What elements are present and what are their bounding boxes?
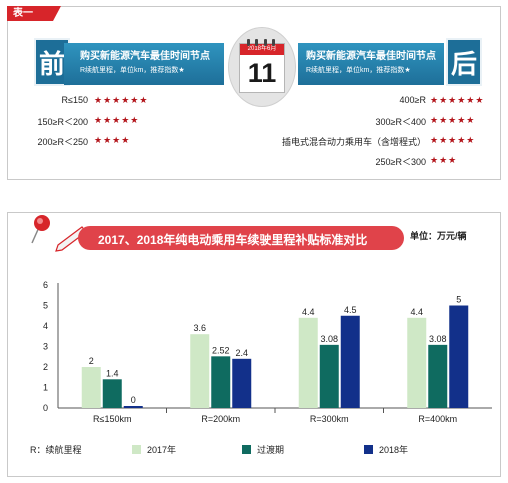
bar (407, 317, 427, 408)
left-row: 150≥R＜200 ★★★★★ (8, 115, 139, 128)
data-label: 5 (456, 295, 461, 305)
left-ribbon-subtitle: R续航里程，单位km，推荐指数★ (80, 67, 185, 74)
bar (102, 379, 122, 408)
right-row-label: 300≥R＜400 (375, 117, 426, 127)
star-rating: ★★★★★★ (430, 95, 485, 105)
left-row: R≤150 ★★★★★★ (8, 95, 148, 105)
x-tick-label: R=400km (418, 414, 457, 424)
bar (81, 367, 101, 408)
legend-swatch (364, 445, 373, 454)
legend-prefix: R：续航里程 (30, 445, 82, 455)
left-row-label: R≤150 (61, 95, 88, 105)
y-tick-label: 6 (43, 280, 48, 290)
chart-title: 2017、2018年纯电动乘用车续驶里程补贴标准对比 (98, 233, 368, 247)
left-ribbon: 购买新能源汽车最佳时间节点 R续航里程，单位km，推荐指数★ (64, 43, 224, 85)
data-label: 2 (89, 356, 94, 366)
data-label: 3.08 (429, 334, 447, 344)
left-row-label: 200≥R＜250 (37, 137, 88, 147)
bar (211, 356, 231, 408)
calendar-day: 11 (247, 58, 277, 88)
bar (449, 305, 469, 408)
data-label: 4.4 (302, 307, 315, 317)
legend-item: 2017年 (132, 443, 176, 456)
right-row: 插电式混合动力乘用车（含增程式） ★★★★★ (68, 135, 494, 147)
y-tick-label: 3 (43, 342, 48, 352)
calendar-month: 2018年6月 (240, 44, 284, 55)
range-timing-table: 表一 前 购买新能源汽车最佳时间节点 R续航里程，单位km，推荐指数★ 2018… (7, 6, 501, 180)
bar-chart: 0 1 2 3 4 5 6 R≤150km 2 1.4 0 R=200km 3.6 2.52 2.4 R=30… (43, 280, 492, 424)
bar (298, 317, 318, 408)
star-rating: ★★★★★ (430, 115, 476, 125)
data-label: 3.08 (320, 334, 338, 344)
legend-item: 2018年 (364, 443, 408, 456)
star-rating: ★★★★★★ (94, 95, 149, 105)
left-row-label: 150≥R＜200 (37, 117, 88, 127)
calendar-icon: 2018年6月 11 (228, 27, 296, 107)
data-label: 4.5 (344, 305, 357, 315)
left-ribbon-title: 购买新能源汽车最佳时间节点 (80, 51, 210, 62)
right-ribbon-title: 购买新能源汽车最佳时间节点 (306, 51, 436, 62)
data-label: 2.52 (212, 345, 230, 355)
legend-item: 过渡期 (242, 443, 284, 456)
right-row-label: 插电式混合动力乘用车（含增程式） (281, 137, 426, 147)
right-ribbon: 购买新能源汽车最佳时间节点 R续航里程，单位km，推荐指数★ (298, 43, 444, 85)
y-tick-label: 1 (43, 383, 48, 393)
data-label: 2.4 (235, 348, 248, 358)
right-row-label: 400≥R (399, 95, 426, 105)
bar (428, 344, 448, 408)
x-tick-label: R=200km (201, 414, 240, 424)
star-rating: ★★★★★ (94, 115, 140, 125)
legend-swatch (242, 445, 251, 454)
data-label: 4.4 (410, 307, 423, 317)
x-tick-label: R≤150km (93, 414, 131, 424)
data-label: 1.4 (106, 368, 119, 378)
data-label: 3.6 (193, 323, 206, 333)
right-ribbon-subtitle: R续航里程，单位km，推荐指数★ (306, 67, 411, 74)
calendar-binder-icon (245, 39, 279, 46)
y-tick-label: 5 (43, 301, 48, 311)
bar (319, 344, 339, 408)
star-rating: ★★★ (430, 155, 458, 165)
chart-unit: 单位：万元/辆 (410, 231, 467, 241)
calendar-page: 2018年6月 11 (239, 43, 285, 93)
legend-label: 2018年 (379, 445, 409, 455)
legend-swatch (132, 445, 141, 454)
legend-label: 过渡期 (257, 445, 285, 455)
bar (190, 334, 210, 408)
bar (123, 406, 143, 408)
x-tick-label: R=300km (310, 414, 349, 424)
y-tick-label: 2 (43, 362, 48, 372)
right-row: 250≥R＜300 ★★★ (208, 155, 494, 167)
table-tag: 表一 (7, 6, 61, 21)
right-row: 400≥R ★★★★★★ (208, 95, 494, 107)
y-tick-label: 0 (43, 403, 48, 413)
legend-label: 2017年 (147, 445, 177, 455)
subsidy-chart-panel: 2017、2018年纯电动乘用车续驶里程补贴标准对比 单位：万元/辆 0 1 2 3 4… (7, 212, 501, 477)
right-row-label: 250≥R＜300 (375, 157, 426, 167)
data-label: 0 (131, 395, 136, 405)
bar (340, 315, 360, 408)
y-tick-label: 4 (43, 321, 48, 331)
left-row: 200≥R＜250 ★★★★ (8, 135, 130, 148)
chart-title-banner (78, 226, 404, 250)
after-badge: 后 (446, 38, 482, 86)
right-row: 300≥R＜400 ★★★★★ (208, 115, 494, 127)
bar (232, 358, 252, 408)
star-rating: ★★★★ (94, 135, 131, 145)
star-rating: ★★★★★ (430, 135, 476, 145)
